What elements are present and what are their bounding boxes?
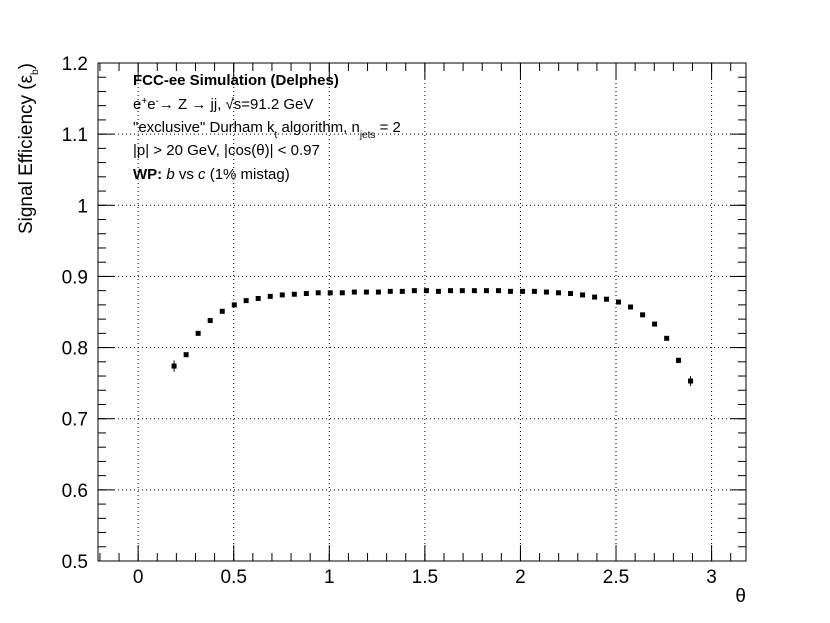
annotation: FCC-ee Simulation (Delphes) [133, 72, 339, 89]
data-point [291, 291, 297, 297]
data-point [279, 292, 285, 298]
data-point [207, 318, 213, 324]
data-point [459, 288, 465, 294]
data-point [375, 289, 381, 295]
text-part: → Z → jj, √s=91.2 GeV [159, 96, 314, 113]
data-point [652, 321, 658, 327]
text-part: e [147, 96, 155, 113]
text-part: e [133, 96, 141, 113]
y-tick-label: 0.6 [62, 481, 88, 502]
text-part: b [30, 69, 41, 75]
y-tick-label: 1 [77, 196, 88, 217]
data-point [315, 290, 321, 296]
annotation: e+e-→ Z → jj, √s=91.2 GeV [133, 96, 313, 114]
data-point [616, 299, 622, 305]
text-part: t [275, 130, 278, 141]
y-tick-label: 0.7 [62, 410, 88, 431]
data-point [640, 312, 646, 318]
data-point [592, 294, 598, 300]
y-tick-label: 1.2 [62, 54, 88, 75]
data-point [231, 302, 237, 308]
text-part: ) [16, 63, 37, 69]
data-point [303, 291, 309, 297]
data-point [435, 288, 441, 294]
data-point [603, 296, 609, 302]
data-point [267, 293, 273, 299]
data-point [447, 288, 453, 294]
y-tick-label: 0.5 [62, 552, 88, 573]
text-part: Signal Efficiency (ε [16, 74, 37, 234]
x-axis-label: θ [735, 586, 746, 607]
text-part: = 2 [375, 119, 400, 136]
data-point [171, 363, 177, 369]
data-point [508, 288, 514, 294]
text-part: WP: [133, 166, 162, 183]
data-point [580, 292, 586, 298]
data-point [351, 289, 357, 295]
data-point [568, 291, 574, 297]
y-tick-label: 0.9 [62, 267, 88, 288]
text-part: c [198, 166, 206, 183]
annotation: WP: b vs c (1% mistag) [133, 166, 290, 183]
data-point [628, 304, 634, 310]
text-part: b [166, 166, 174, 183]
x-tick-label: 3 [706, 567, 717, 588]
data-point [543, 289, 549, 295]
data-point [255, 295, 261, 301]
text-part: jets [359, 130, 376, 141]
data-point [339, 290, 345, 296]
data-point [183, 352, 189, 358]
data-point [520, 288, 526, 294]
x-tick-label: 2 [515, 567, 526, 588]
data-point [676, 357, 682, 363]
y-axis-label: Signal Efficiency (εb) [16, 63, 41, 234]
plot-frame [97, 62, 747, 562]
x-tick-label: 2.5 [603, 567, 629, 588]
data-point [483, 288, 489, 294]
text-part: vs [175, 166, 198, 183]
text-part: - [156, 96, 159, 107]
annotation: "exclusive" Durham kt algorithm, njets =… [133, 119, 401, 141]
x-tick-label: 1.5 [412, 567, 438, 588]
data-point [195, 330, 201, 336]
text-part: (1% mistag) [206, 166, 290, 183]
data-point [387, 288, 393, 294]
text-part: + [141, 96, 147, 107]
text-part: |p| > 20 GeV, |cos(θ)| < 0.97 [133, 142, 320, 159]
data-point [399, 288, 405, 294]
annotation: |p| > 20 GeV, |cos(θ)| < 0.97 [133, 142, 320, 159]
x-tick-label: 0.5 [221, 567, 247, 588]
data-point [423, 288, 429, 294]
data-point [471, 288, 477, 294]
data-point [411, 288, 417, 294]
text-part: FCC-ee Simulation (Delphes) [133, 72, 339, 89]
text-part: algorithm, n [277, 119, 360, 136]
x-tick-label: 1 [324, 567, 335, 588]
y-tick-label: 0.8 [62, 339, 88, 360]
data-point [243, 298, 249, 304]
data-point [688, 378, 694, 384]
data-point [531, 288, 537, 294]
data-point [327, 290, 333, 296]
data-point [664, 335, 670, 341]
data-point [555, 290, 561, 296]
x-tick-label: 0 [133, 567, 144, 588]
data-point [219, 308, 225, 314]
y-tick-label: 1.1 [62, 125, 88, 146]
data-point [495, 288, 501, 294]
text-part: "exclusive" Durham k [133, 119, 275, 136]
data-point [363, 289, 369, 295]
